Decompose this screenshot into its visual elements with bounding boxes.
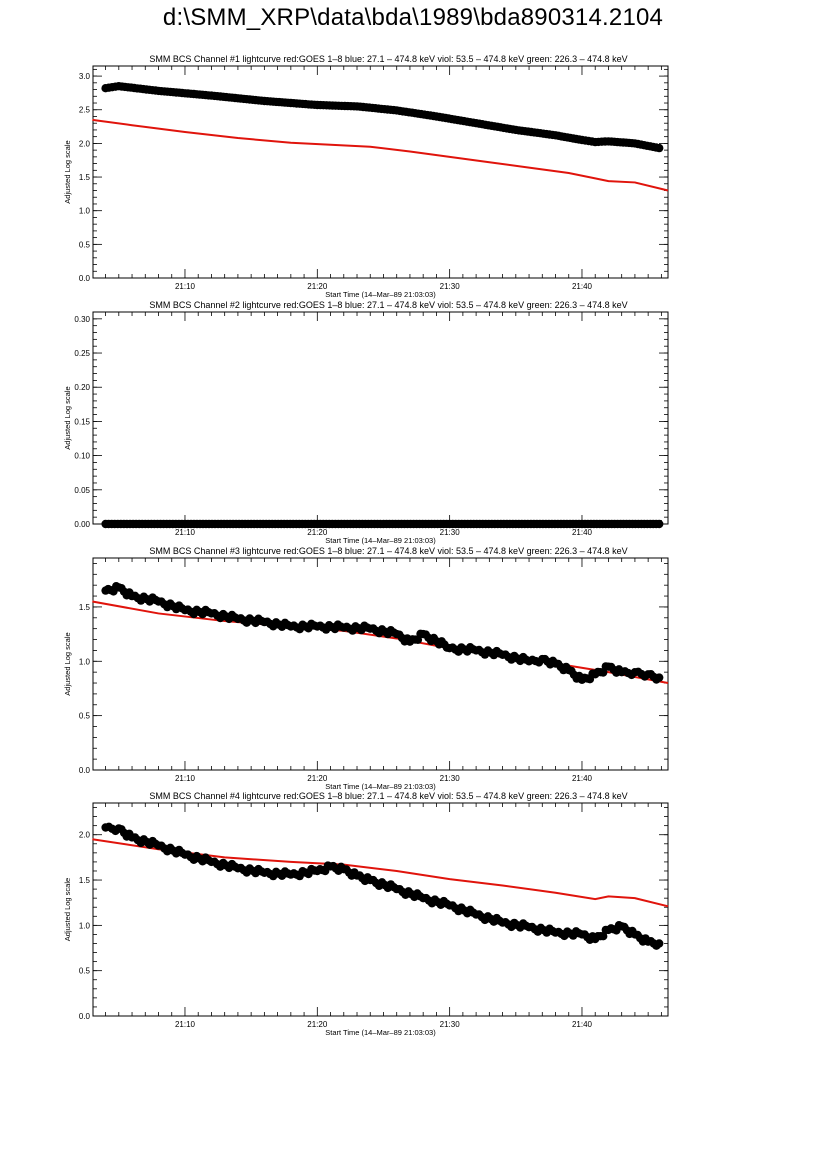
x-ticks xyxy=(105,312,662,524)
x-tick-label: 21:40 xyxy=(572,774,593,783)
y-ticks xyxy=(93,807,668,1017)
y-tick-label: 0.0 xyxy=(79,1012,91,1021)
y-tick-label: 1.0 xyxy=(79,921,91,930)
y-tick-label: 0.5 xyxy=(79,967,91,976)
data-point xyxy=(599,932,608,941)
x-tick-label: 21:10 xyxy=(175,528,196,537)
chart-panel-1: SMM BCS Channel #1 lightcurve red:GOES 1… xyxy=(63,54,669,299)
y-tick-label: 0.20 xyxy=(74,383,90,392)
y-tick-label: 1.5 xyxy=(79,173,91,182)
plot-frame xyxy=(92,557,669,771)
x-tick-label: 21:20 xyxy=(307,774,328,783)
x-ticks xyxy=(105,66,662,278)
x-tick-label: 21:10 xyxy=(175,282,196,291)
y-axis-label: Adjusted Log scale xyxy=(63,386,72,449)
goes-series-line xyxy=(92,118,669,192)
data-point xyxy=(655,673,664,682)
y-ticks xyxy=(93,68,668,279)
y-tick-label: 0.0 xyxy=(79,766,91,775)
x-tick-label: 21:10 xyxy=(175,1020,196,1029)
y-tick-label: 0.30 xyxy=(74,315,90,324)
x-axis-label: Start Time (14–Mar–89 21:03:03) xyxy=(325,1028,436,1037)
plot-frame xyxy=(92,802,669,1017)
y-ticks xyxy=(93,311,668,525)
bcs-series xyxy=(101,582,664,684)
y-tick-label: 0.00 xyxy=(74,520,90,529)
y-axis-label: Adjusted Log scale xyxy=(63,140,72,203)
goes-series-line xyxy=(92,600,669,685)
y-tick-label: 1.5 xyxy=(79,876,91,885)
x-tick-label: 21:40 xyxy=(572,528,593,537)
y-tick-label: 0.25 xyxy=(74,349,90,358)
y-tick-label: 0.05 xyxy=(74,486,90,495)
page-title: d:\SMM_XRP\data\bda\1989\bda890314.2104 xyxy=(162,4,664,31)
chart-title: SMM BCS Channel #4 lightcurve red:GOES 1… xyxy=(149,791,627,801)
x-ticks xyxy=(105,558,662,770)
x-tick-label: 21:30 xyxy=(440,282,461,291)
bcs-series xyxy=(101,519,664,529)
y-tick-label: 0.15 xyxy=(74,417,90,426)
y-tick-label: 1.0 xyxy=(79,657,91,666)
y-tick-label: 3.0 xyxy=(79,72,91,81)
plot-frame xyxy=(92,311,669,525)
data-point xyxy=(655,519,664,529)
x-axis-label: Start Time (14–Mar–89 21:03:03) xyxy=(325,290,436,299)
y-tick-label: 2.5 xyxy=(79,106,91,115)
x-tick-label: 21:20 xyxy=(307,1020,328,1029)
y-tick-label: 0.0 xyxy=(79,274,91,283)
x-tick-label: 21:30 xyxy=(440,528,461,537)
chart-title: SMM BCS Channel #2 lightcurve red:GOES 1… xyxy=(149,300,627,310)
chart-panel-2: SMM BCS Channel #2 lightcurve red:GOES 1… xyxy=(63,300,669,545)
y-tick-label: 0.5 xyxy=(79,712,91,721)
y-tick-label: 2.0 xyxy=(79,831,91,840)
y-tick-label: 1.0 xyxy=(79,207,91,216)
goes-series-line xyxy=(92,838,669,908)
bcs-series xyxy=(101,82,664,153)
x-tick-label: 21:10 xyxy=(175,774,196,783)
x-ticks xyxy=(105,803,662,1016)
y-axis-label: Adjusted Log scale xyxy=(63,632,72,695)
x-tick-label: 21:20 xyxy=(307,528,328,537)
plot-frame xyxy=(92,65,669,279)
y-tick-label: 0.5 xyxy=(79,240,91,249)
x-tick-label: 21:20 xyxy=(307,282,328,291)
data-point xyxy=(655,939,664,948)
bcs-series xyxy=(101,822,664,950)
x-tick-label: 21:30 xyxy=(440,774,461,783)
chart-title: SMM BCS Channel #3 lightcurve red:GOES 1… xyxy=(149,546,627,556)
data-point xyxy=(655,143,664,153)
x-tick-label: 21:40 xyxy=(572,282,593,291)
y-axis-label: Adjusted Log scale xyxy=(63,878,72,941)
y-tick-label: 2.0 xyxy=(79,139,91,148)
x-tick-label: 21:40 xyxy=(572,1020,593,1029)
y-tick-label: 1.5 xyxy=(79,603,91,612)
chart-panel-4: SMM BCS Channel #4 lightcurve red:GOES 1… xyxy=(63,791,669,1037)
chart-title: SMM BCS Channel #1 lightcurve red:GOES 1… xyxy=(149,54,627,64)
chart-panel-3: SMM BCS Channel #3 lightcurve red:GOES 1… xyxy=(63,546,669,791)
y-tick-label: 0.10 xyxy=(74,452,90,461)
x-axis-label: Start Time (14–Mar–89 21:03:03) xyxy=(325,536,436,545)
y-ticks xyxy=(93,563,668,771)
x-tick-label: 21:30 xyxy=(440,1020,461,1029)
x-axis-label: Start Time (14–Mar–89 21:03:03) xyxy=(325,782,436,791)
